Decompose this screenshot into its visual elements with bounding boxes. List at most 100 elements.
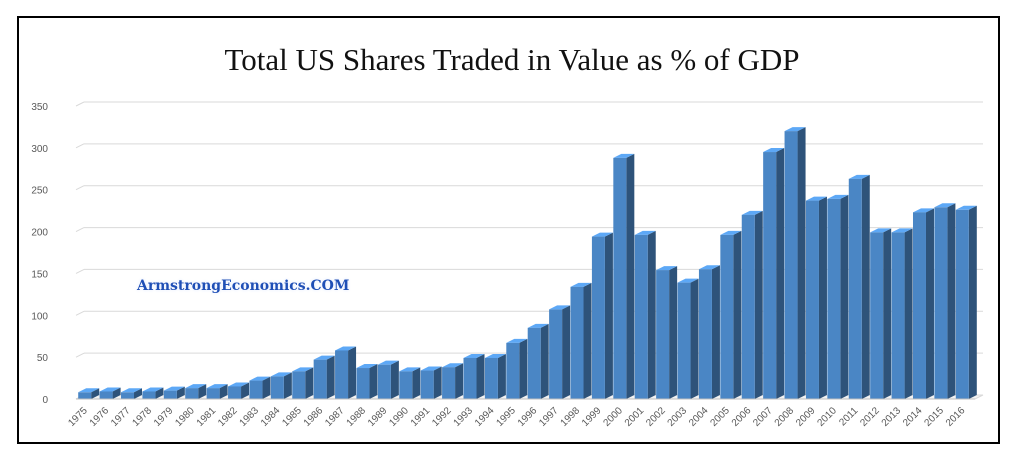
x-tick-label: 1992 <box>430 405 454 429</box>
bar-side <box>455 363 464 399</box>
bar-side <box>647 230 656 399</box>
bar-side <box>669 266 678 399</box>
bar-side <box>818 196 827 399</box>
bar-side <box>476 353 485 399</box>
bar-top <box>891 228 913 233</box>
bar <box>934 207 948 399</box>
x-tick-label: 2005 <box>708 405 732 429</box>
bar-top <box>249 376 271 381</box>
x-tick-label: 2016 <box>944 405 968 429</box>
bar <box>613 157 627 399</box>
bar <box>741 214 755 399</box>
x-tick-label: 2006 <box>730 405 754 429</box>
chart-title: Total US Shares Traded in Value as % of … <box>224 42 800 77</box>
x-tick-label: 1986 <box>302 405 326 429</box>
bar-top <box>163 386 185 391</box>
x-tick-label: 2013 <box>880 405 904 429</box>
y-tick-label: 250 <box>31 186 48 197</box>
x-tick-label: 2011 <box>837 405 860 428</box>
bar-side <box>754 210 763 399</box>
x-tick-label: 1997 <box>537 405 561 429</box>
bar <box>656 270 670 399</box>
bar <box>591 236 605 399</box>
x-tick-label: 1977 <box>109 405 133 429</box>
x-tick-label: 1985 <box>280 405 304 429</box>
bar <box>270 376 284 399</box>
bar <box>335 350 349 399</box>
x-tick-label: 1982 <box>216 405 240 429</box>
bar <box>313 359 327 399</box>
bar-side <box>883 228 892 399</box>
x-tick-label: 2003 <box>666 405 690 429</box>
x-tick-label: 1980 <box>173 405 197 429</box>
bar-side <box>947 203 956 399</box>
bar <box>827 198 841 399</box>
bar-top <box>78 388 100 393</box>
bar-top <box>206 384 228 389</box>
gridline-depth <box>75 101 85 107</box>
bar-top <box>399 367 421 372</box>
bar-top <box>912 208 934 213</box>
bar-side <box>134 388 143 399</box>
x-tick-label: 1995 <box>494 405 518 429</box>
bar-side <box>562 305 571 399</box>
bar-top <box>677 278 699 283</box>
bar <box>292 371 306 399</box>
x-tick-label: 2012 <box>858 405 882 429</box>
bar <box>677 282 691 399</box>
bar <box>784 131 798 399</box>
x-tick-label: 1975 <box>66 405 90 429</box>
x-tick-label: 1987 <box>323 405 347 429</box>
x-tick-label: 1976 <box>88 405 112 429</box>
bar-side <box>369 364 378 399</box>
gridline-depth <box>75 310 85 316</box>
bar-side <box>305 367 314 399</box>
bar <box>763 152 777 399</box>
x-tick-label: 1981 <box>195 405 219 429</box>
bar <box>377 364 391 399</box>
bar-top <box>613 153 635 158</box>
bar-top <box>228 382 250 387</box>
bar <box>527 327 541 399</box>
x-tick-label: 2007 <box>751 405 775 429</box>
bar-side <box>390 360 399 399</box>
bar <box>463 357 477 399</box>
bar-top <box>292 367 314 372</box>
x-tick-label: 2002 <box>644 405 668 429</box>
bar <box>955 209 969 399</box>
bar <box>848 178 862 399</box>
bar <box>549 309 563 399</box>
bar-side <box>497 353 506 399</box>
bar-side <box>283 372 292 399</box>
bar-top <box>442 363 464 368</box>
bar <box>163 390 177 399</box>
bar <box>698 269 712 399</box>
bar-side <box>519 338 528 399</box>
bar-side <box>262 376 271 399</box>
x-tick-label: 1990 <box>387 405 411 429</box>
bar-top <box>313 355 335 360</box>
x-tick-label: 1994 <box>473 405 497 429</box>
bar-side <box>797 127 806 399</box>
bar-top <box>591 232 613 237</box>
y-tick-label: 0 <box>42 395 48 406</box>
bar-top <box>570 282 592 287</box>
bar <box>356 368 370 399</box>
bar-top <box>142 387 164 392</box>
bar-top <box>335 346 357 351</box>
x-tick-label: 1988 <box>345 405 369 429</box>
bar-side <box>326 355 335 399</box>
bar-top <box>763 148 785 153</box>
bar <box>634 234 648 399</box>
bar <box>420 370 434 399</box>
bar-top <box>484 353 506 358</box>
bar <box>912 212 926 399</box>
x-tick-label: 2008 <box>773 405 797 429</box>
bar-top <box>656 266 678 271</box>
bar-top <box>463 353 485 358</box>
gridline-depth <box>75 143 85 149</box>
bar-top <box>634 230 656 235</box>
y-tick-label: 350 <box>31 102 48 113</box>
bar-side <box>540 323 549 399</box>
bar-side <box>433 366 442 399</box>
